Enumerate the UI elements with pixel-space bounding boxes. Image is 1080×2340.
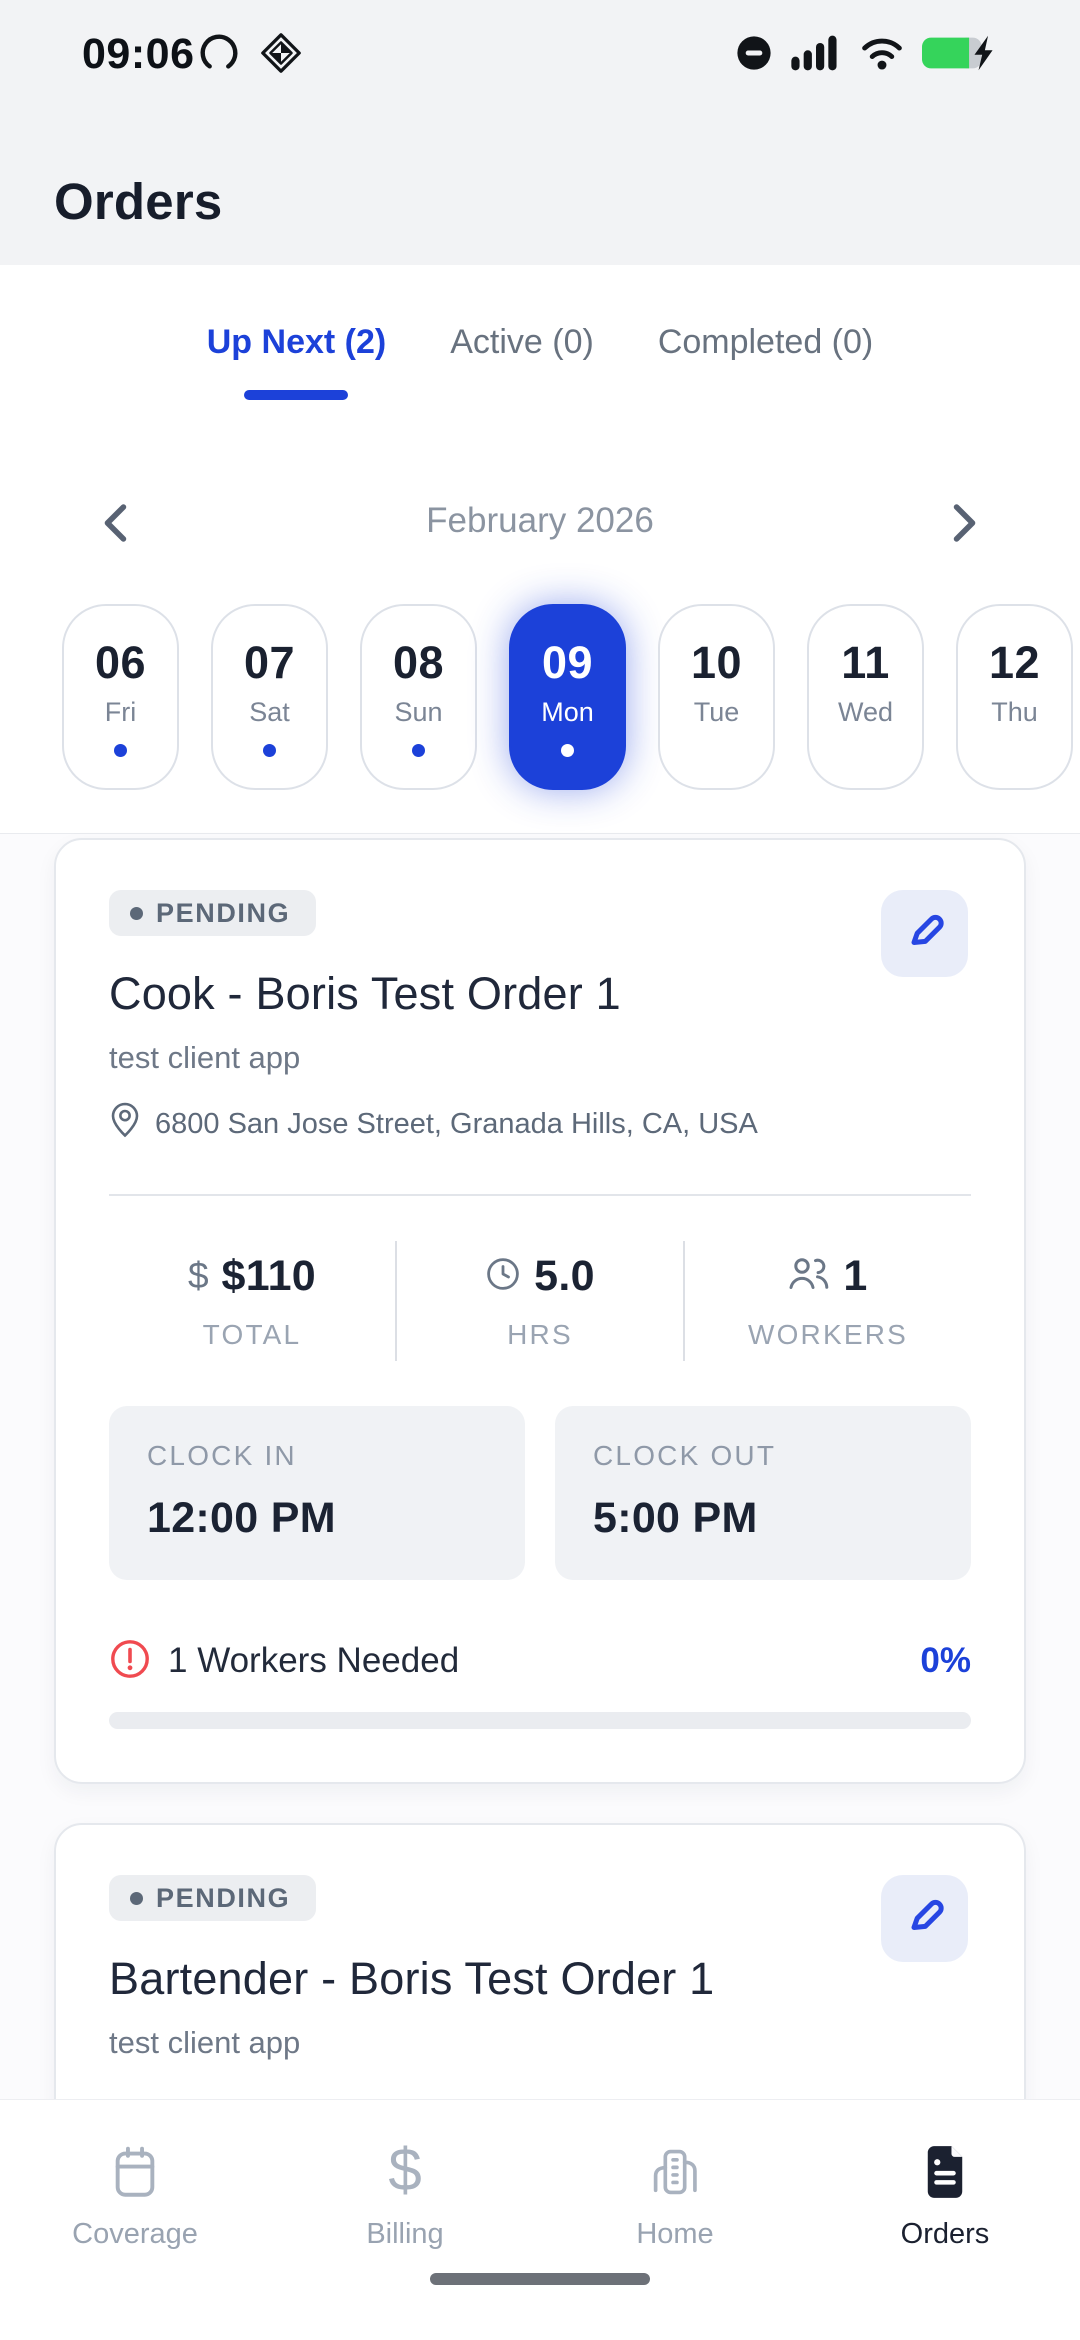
stat-total: $ $110 TOTAL <box>187 1251 317 1350</box>
pencil-icon <box>901 1892 949 1945</box>
do-not-disturb-icon <box>733 32 775 79</box>
nav-item-home[interactable]: Home <box>540 2134 810 2251</box>
bottom-navigation: Coverage $ Billing Home Orders <box>0 2099 1080 2340</box>
status-badge: PENDING <box>109 1875 317 1921</box>
order-dot <box>114 744 127 757</box>
day-chip-11[interactable]: 11 Wed <box>807 604 924 790</box>
order-title: Cook - Boris Test Order 1 <box>109 968 621 1019</box>
progress-bar <box>109 1712 971 1729</box>
workers-needed-text: 1 Workers Needed <box>168 1641 460 1680</box>
active-tab-underline <box>244 390 349 400</box>
order-address-row: 6800 San Jose Street, Granada Hills, CA,… <box>109 1102 758 1146</box>
workers-icon <box>788 1256 830 1297</box>
clock-out-box: CLOCK OUT 5:00 PM <box>555 1406 971 1580</box>
status-dot-icon <box>130 906 143 920</box>
status-dot-icon <box>130 1891 143 1905</box>
tabs-section: Up Next (2) Active (0) Completed (0) Feb… <box>0 265 1080 833</box>
clock-in-box: CLOCK IN 12:00 PM <box>109 1406 525 1580</box>
day-chip-07[interactable]: 07 Sat <box>211 604 328 790</box>
order-address: 6800 San Jose Street, Granada Hills, CA,… <box>155 1107 758 1140</box>
nav-item-billing[interactable]: $ Billing <box>366 2136 444 2251</box>
location-pin-icon <box>109 1102 141 1146</box>
order-client: test client app <box>109 1040 301 1075</box>
day-strip: 06 Fri 07 Sat 08 Sun 09 Mon 10 Tue <box>62 604 1073 790</box>
tab-completed[interactable]: Completed (0) <box>657 323 874 361</box>
battery-charging-icon <box>922 34 998 77</box>
edit-order-button[interactable] <box>881 890 968 977</box>
status-badge: PENDING <box>109 890 317 936</box>
order-dot <box>263 744 276 757</box>
month-label: February 2026 <box>426 501 654 540</box>
order-dot <box>412 744 425 757</box>
clock-icon <box>485 1256 521 1297</box>
orders-list: PENDING Cook - Boris Test Order 1 test c… <box>0 833 1080 2340</box>
order-client: test client app <box>109 2025 301 2060</box>
day-chip-10[interactable]: 10 Tue <box>658 604 775 790</box>
order-title: Bartender - Boris Test Order 1 <box>109 1953 715 2004</box>
edit-order-button[interactable] <box>881 1875 968 1962</box>
order-card-cook[interactable]: PENDING Cook - Boris Test Order 1 test c… <box>54 838 1026 1784</box>
divider <box>395 1241 397 1361</box>
previous-month-button[interactable] <box>80 499 150 551</box>
tab-active[interactable]: Active (0) <box>450 323 594 361</box>
stat-workers: 1 WORKERS <box>747 1251 909 1350</box>
page-title: Orders <box>54 173 223 230</box>
calendar-icon <box>109 2134 161 2200</box>
building-icon <box>647 2134 703 2200</box>
chevron-left-icon <box>100 501 130 550</box>
spinner-icon <box>196 30 242 81</box>
document-icon <box>921 2134 969 2200</box>
order-dot <box>561 744 574 757</box>
workers-needed-row: 1 Workers Needed 0% <box>109 1635 971 1687</box>
nav-item-orders[interactable]: Orders <box>810 2134 1080 2251</box>
tabs-row: Up Next (2) Active (0) Completed (0) <box>0 323 1080 400</box>
next-month-button[interactable] <box>930 499 1000 551</box>
chevron-right-icon <box>950 501 980 550</box>
month-navigator: February 2026 <box>0 497 1080 549</box>
dollar-icon: $ <box>388 2136 422 2203</box>
day-chip-09-selected[interactable]: 09 Mon <box>509 604 626 790</box>
day-chip-06[interactable]: 06 Fri <box>62 604 179 790</box>
day-chip-12[interactable]: 12 Thu <box>956 604 1073 790</box>
pencil-icon <box>901 907 949 960</box>
fill-percent: 0% <box>920 1641 971 1680</box>
day-chip-08[interactable]: 08 Sun <box>360 604 477 790</box>
cellular-signal-icon <box>790 32 842 79</box>
nav-item-coverage[interactable]: Coverage <box>0 2134 270 2251</box>
divider <box>683 1241 685 1361</box>
dollar-icon: $ <box>187 1255 209 1296</box>
status-bar: 09:06 <box>0 22 1080 86</box>
alert-icon <box>109 1638 151 1685</box>
order-stats: $ $110 TOTAL 5.0 HRS <box>109 1236 971 1366</box>
top-header: 09:06 <box>0 0 1080 265</box>
status-time: 09:06 <box>82 30 195 78</box>
tab-up-next[interactable]: Up Next (2) <box>207 323 386 400</box>
diamond-app-icon <box>258 30 304 81</box>
wifi-icon <box>857 33 907 78</box>
home-indicator[interactable] <box>430 2273 650 2285</box>
stat-hours: 5.0 HRS <box>397 1252 683 1351</box>
clock-times: CLOCK IN 12:00 PM CLOCK OUT 5:00 PM <box>109 1406 971 1580</box>
divider <box>109 1194 971 1196</box>
